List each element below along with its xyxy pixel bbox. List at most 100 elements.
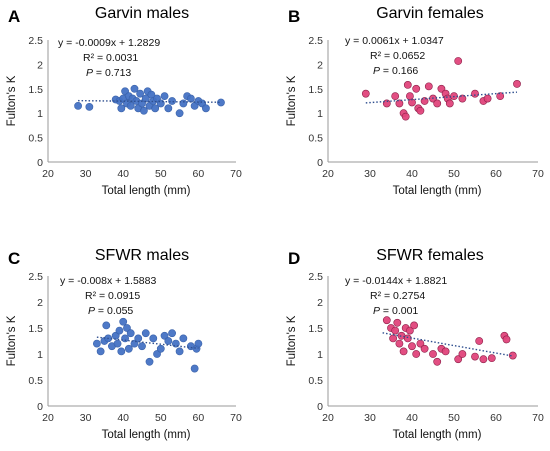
data-point [410, 321, 418, 330]
y-tick-label: 0.5 [308, 375, 323, 387]
x-tick-label: 40 [117, 168, 129, 180]
data-point [138, 342, 146, 351]
y-axis-label: Fulton's K [286, 75, 298, 126]
data-point [145, 357, 154, 366]
x-tick-label: 20 [322, 168, 334, 180]
y-tick-label: 2 [37, 297, 43, 309]
x-tick-label: 30 [80, 168, 92, 180]
data-point [102, 321, 111, 330]
panel-letter: D [288, 249, 300, 268]
p-value: P = 0.001 [373, 305, 418, 317]
data-point [96, 347, 105, 356]
p-value: P = 0.713 [86, 67, 131, 79]
y-tick-label: 0 [37, 157, 43, 169]
y-tick-label: 0.5 [308, 133, 323, 145]
x-tick-label: 20 [42, 412, 54, 424]
chart-panel-a: A Garvin males 20 30 40 50 60 70 0 0.5 1 1.5 2 2.5 Tot… [6, 5, 242, 197]
y-axis-label: Fulton's K [6, 75, 18, 126]
x-tick-label: 20 [42, 168, 54, 180]
data-point [513, 80, 521, 88]
x-tick-label: 70 [230, 412, 242, 424]
x-axis-label: Total length (mm) [102, 185, 191, 197]
data-point [113, 339, 122, 348]
y-tick-label: 1 [37, 108, 43, 120]
x-tick-label: 70 [230, 168, 242, 180]
data-point [164, 337, 173, 345]
panel-letter: B [288, 7, 300, 26]
p-value-number: = 0.055 [95, 305, 133, 317]
data-point [160, 92, 169, 101]
y-tick-label: 2.5 [28, 35, 43, 47]
x-tick-label: 60 [193, 412, 205, 424]
data-point [412, 350, 421, 358]
data-point [393, 318, 402, 327]
panel-letter: A [8, 7, 20, 26]
data-point [403, 80, 412, 89]
data-point [401, 112, 410, 121]
y-tick-label: 2 [37, 59, 43, 71]
data-point [217, 98, 225, 107]
p-symbol: P [88, 305, 95, 317]
data-point [416, 106, 425, 115]
data-point [149, 334, 158, 343]
data-point [186, 94, 195, 103]
data-point [117, 347, 126, 356]
y-tick-label: 0 [37, 401, 43, 413]
data-point [382, 316, 391, 325]
data-point [424, 82, 433, 91]
x-tick-label: 60 [490, 168, 502, 180]
data-point [391, 326, 400, 335]
data-point [130, 84, 139, 93]
data-point [391, 92, 400, 101]
chart-panel-b: B Garvin females 20 30 40 50 60 70 0 0.5 1 1.5 2 2.5 T… [286, 5, 544, 197]
y-tick-label: 2.5 [308, 35, 323, 47]
chart-title: Garvin females [376, 5, 484, 22]
trendline [96, 336, 199, 350]
regression-equation: y = -0.0144x + 1.8821 [345, 275, 447, 287]
data-point [160, 331, 169, 340]
p-symbol: P [373, 65, 380, 77]
r-squared: R² = 0.2754 [370, 290, 425, 302]
data-point [454, 355, 463, 364]
x-axis-label: Total length (mm) [393, 185, 482, 197]
x-tick-label: 30 [80, 412, 92, 424]
y-axis-label: Fulton's K [6, 315, 18, 366]
data-point [123, 324, 131, 332]
chart-panel-c: C SFWR males 20 30 40 50 60 70 0 0.5 1 1.5 2 2.5 Total… [6, 247, 242, 441]
data-point [508, 351, 517, 360]
x-tick-label: 40 [406, 168, 418, 180]
data-point [471, 352, 479, 361]
regression-equation: y = 0.0061x + 1.0347 [345, 35, 444, 47]
data-point [433, 99, 442, 108]
y-tick-label: 1 [37, 349, 43, 361]
r-squared: R² = 0.0652 [370, 50, 425, 62]
data-point [194, 339, 203, 348]
data-point [117, 104, 126, 113]
data-point [126, 101, 135, 110]
x-tick-label: 30 [364, 412, 376, 424]
data-point [119, 317, 128, 326]
trendline [365, 91, 518, 104]
p-value: P = 0.166 [373, 65, 418, 77]
data-point [175, 347, 184, 356]
data-point [121, 334, 129, 343]
y-tick-label: 1.5 [308, 323, 323, 335]
panel-letter: C [8, 249, 20, 268]
data-point [153, 350, 161, 358]
chart-title: SFWR males [95, 247, 189, 264]
r-squared: R² = 0.0031 [83, 52, 138, 64]
data-point [483, 94, 492, 103]
data-point [126, 329, 135, 338]
x-tick-label: 60 [193, 168, 205, 180]
data-point [405, 326, 414, 335]
x-axis-label: Total length (mm) [102, 429, 191, 441]
x-tick-label: 40 [117, 412, 129, 424]
y-tick-label: 0.5 [28, 375, 43, 387]
r-squared: R² = 0.0915 [85, 290, 140, 302]
data-point [124, 344, 133, 353]
data-point [433, 357, 442, 366]
y-tick-label: 2 [317, 297, 323, 309]
data-point [136, 89, 145, 98]
x-tick-label: 50 [155, 412, 167, 424]
